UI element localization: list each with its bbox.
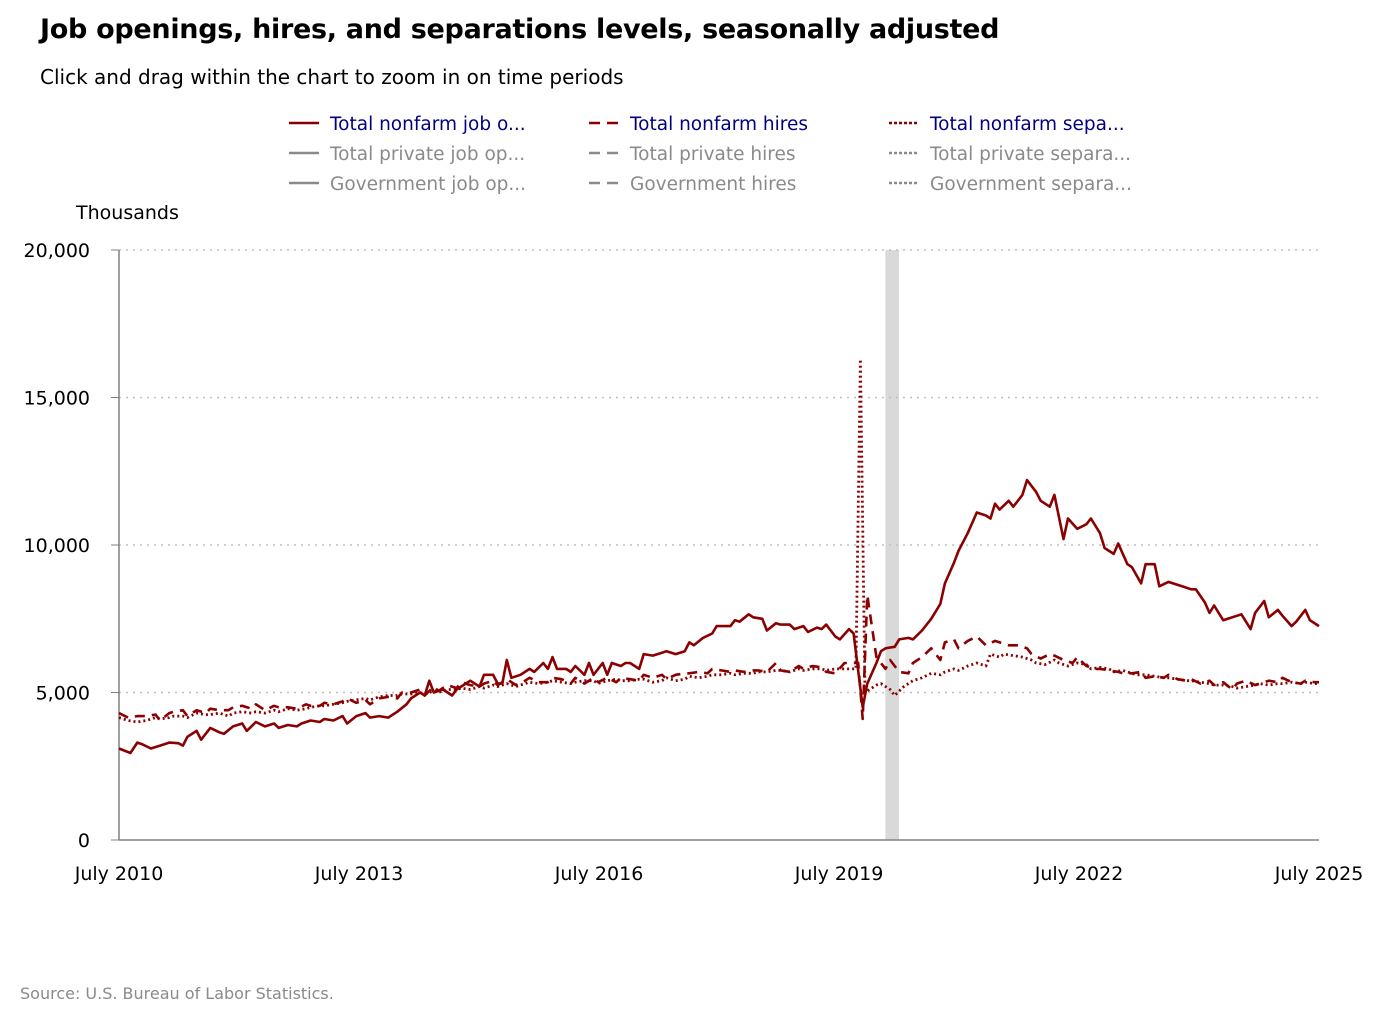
legend-label: Total private separa... xyxy=(929,144,1131,165)
legend-label: Government separa... xyxy=(930,174,1132,195)
series-line[interactable] xyxy=(118,478,1320,755)
legend-item[interactable]: Total private hires xyxy=(589,144,795,165)
legend-label: Total private job op... xyxy=(329,144,525,165)
legend-item[interactable]: Total private separa... xyxy=(889,144,1131,165)
legend-label: Total private hires xyxy=(629,144,795,165)
y-tick-label: 15,000 xyxy=(24,388,90,410)
legend-label: Total nonfarm job o... xyxy=(329,114,526,135)
legend-label: Government job op... xyxy=(330,174,526,195)
legend-label: Total nonfarm sepa... xyxy=(929,114,1125,135)
x-tick-label: July 2019 xyxy=(794,863,884,885)
x-tick-label: July 2025 xyxy=(1274,863,1364,885)
axes xyxy=(118,250,1319,841)
series-line[interactable] xyxy=(118,357,1319,724)
y-tick-label: 20,000 xyxy=(24,240,90,262)
x-tick-label: July 2016 xyxy=(554,863,644,885)
series-layer xyxy=(118,357,1320,755)
series-line[interactable] xyxy=(118,593,1319,722)
chart-title: Job openings, hires, and separations lev… xyxy=(40,14,1000,45)
recession-band xyxy=(885,250,899,840)
legend-item[interactable]: Government hires xyxy=(589,174,796,195)
chart-subtitle: Click and drag within the chart to zoom … xyxy=(40,65,624,89)
x-axis-ticks: July 2010 July 2013 July 2016 July 2019 July… xyxy=(74,863,1364,885)
x-tick-label: July 2010 xyxy=(74,863,164,885)
x-tick-label: July 2013 xyxy=(314,863,404,885)
legend-item[interactable]: Total nonfarm sepa... xyxy=(889,114,1125,135)
y-axis-ticks: 0 5,000 10,000 15,000 20,000 xyxy=(24,240,119,852)
legend-item[interactable]: Total nonfarm job o... xyxy=(289,114,526,135)
legend: Total nonfarm job o... Total nonfarm hire… xyxy=(289,114,1132,195)
y-tick-label: 10,000 xyxy=(24,535,90,557)
legend-item[interactable]: Government separa... xyxy=(889,174,1132,195)
legend-item[interactable]: Total private job op... xyxy=(289,144,525,165)
legend-label: Government hires xyxy=(630,174,796,195)
x-tick-label: July 2022 xyxy=(1034,863,1124,885)
legend-label: Total nonfarm hires xyxy=(629,114,808,135)
legend-item[interactable]: Government job op... xyxy=(289,174,526,195)
y-tick-label: 0 xyxy=(78,830,90,852)
source-note: Source: U.S. Bureau of Labor Statistics. xyxy=(20,984,334,1003)
legend-item[interactable]: Total nonfarm hires xyxy=(589,114,808,135)
y-axis-label: Thousands xyxy=(75,202,179,224)
y-tick-label: 5,000 xyxy=(36,683,90,705)
